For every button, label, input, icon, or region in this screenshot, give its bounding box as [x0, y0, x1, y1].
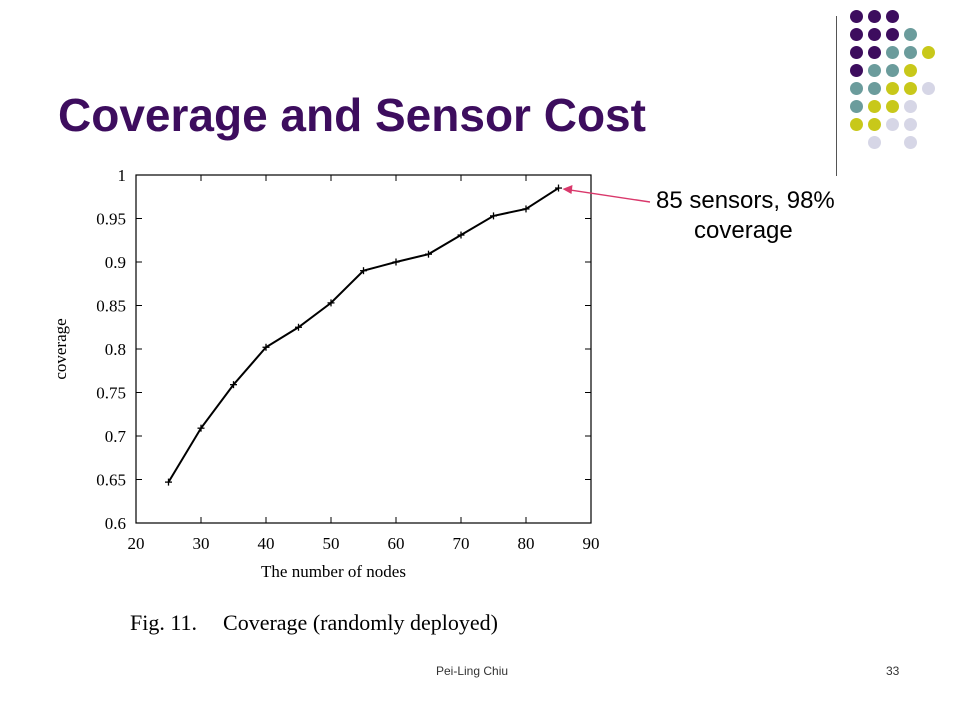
y-tick-label: 0.7: [105, 427, 127, 446]
coverage-line-chart: 20 30 40 50 60 70 80 90 0.6 0.65 0.7 0.75 0.8 0.85 0.9…: [51, 166, 600, 581]
x-tick-label: 40: [258, 534, 275, 553]
decor-dot-lavender: [886, 118, 899, 131]
decor-dot-purple: [868, 28, 881, 41]
decor-dot-yellow: [868, 100, 881, 113]
decor-dot-lavender: [922, 82, 935, 95]
x-tick-label: 90: [583, 534, 600, 553]
decor-dot-purple: [850, 10, 863, 23]
data-point: [262, 343, 270, 351]
decor-dot-yellow: [922, 46, 935, 59]
decor-dot-yellow: [850, 118, 863, 131]
decor-dot-teal: [850, 82, 863, 95]
x-tick-label: 70: [453, 534, 470, 553]
data-point: [425, 250, 432, 258]
annotation-line-1: 85 sensors, 98%: [656, 187, 835, 214]
x-tick-label: 60: [388, 534, 405, 553]
decor-dot-lavender: [904, 100, 917, 113]
decor-dot-teal: [904, 28, 917, 41]
data-point: [457, 231, 465, 239]
y-tick-label: 1: [118, 166, 127, 185]
data-point: [230, 381, 237, 389]
x-tick-label: 50: [323, 534, 340, 553]
decor-dot-purple: [850, 46, 863, 59]
page-number: 33: [886, 664, 900, 678]
decor-dot-yellow: [904, 82, 917, 95]
decor-dot-yellow: [904, 64, 917, 77]
decor-dot-lavender: [868, 136, 881, 149]
figure-caption: Fig. 11. Coverage (randomly deployed): [130, 610, 498, 636]
decor-dot-teal: [886, 46, 899, 59]
y-tick-label: 0.95: [96, 210, 126, 229]
decor-dot-purple: [886, 28, 899, 41]
decor-dot-yellow: [886, 100, 899, 113]
series-line: [167, 187, 560, 483]
annotation-line-2: coverage: [694, 217, 793, 244]
data-point: [360, 267, 367, 275]
y-tick-label: 0.75: [96, 384, 126, 403]
x-tick-label: 20: [128, 534, 145, 553]
plot-frame: [135, 174, 592, 524]
decor-dot-purple: [868, 10, 881, 23]
decor-dot-purple: [850, 28, 863, 41]
decor-dot-teal: [868, 82, 881, 95]
decor-dot-lavender: [904, 136, 917, 149]
footer-author: Pei-Ling Chiu: [436, 664, 509, 678]
decor-dot-yellow: [868, 118, 881, 131]
decor-dot-teal: [904, 46, 917, 59]
slide-title: Coverage and Sensor Cost: [58, 89, 646, 141]
y-tick-label: 0.85: [96, 297, 126, 316]
decorative-divider: [836, 16, 837, 176]
callout-annotation: 85 sensors, 98% coverage: [656, 186, 866, 246]
y-tick-label: 0.6: [105, 514, 126, 533]
decor-dot-purple: [886, 10, 899, 23]
data-point: [555, 184, 562, 192]
data-point: [295, 323, 302, 331]
y-axis-label: coverage: [51, 318, 70, 379]
data-point: [522, 205, 530, 213]
y-tick-label: 0.8: [105, 340, 126, 359]
figure-number: Fig. 11.: [130, 610, 198, 635]
x-tick-label: 30: [193, 534, 210, 553]
x-axis-label: The number of nodes: [261, 562, 406, 581]
data-point: [165, 478, 172, 486]
x-tick-label: 80: [518, 534, 535, 553]
decor-dot-teal: [850, 100, 863, 113]
data-point: [197, 424, 205, 432]
figure-caption-text: Coverage (randomly deployed): [223, 610, 498, 635]
decor-dot-purple: [868, 46, 881, 59]
decor-dot-teal: [868, 64, 881, 77]
data-point: [490, 212, 497, 220]
data-point: [327, 299, 335, 307]
data-point: [392, 258, 400, 266]
y-tick-label: 0.65: [96, 471, 126, 490]
y-tick-label: 0.9: [105, 253, 126, 272]
decor-dot-purple: [850, 64, 863, 77]
decor-dot-teal: [886, 64, 899, 77]
decor-dot-yellow: [886, 82, 899, 95]
decor-dot-lavender: [904, 118, 917, 131]
